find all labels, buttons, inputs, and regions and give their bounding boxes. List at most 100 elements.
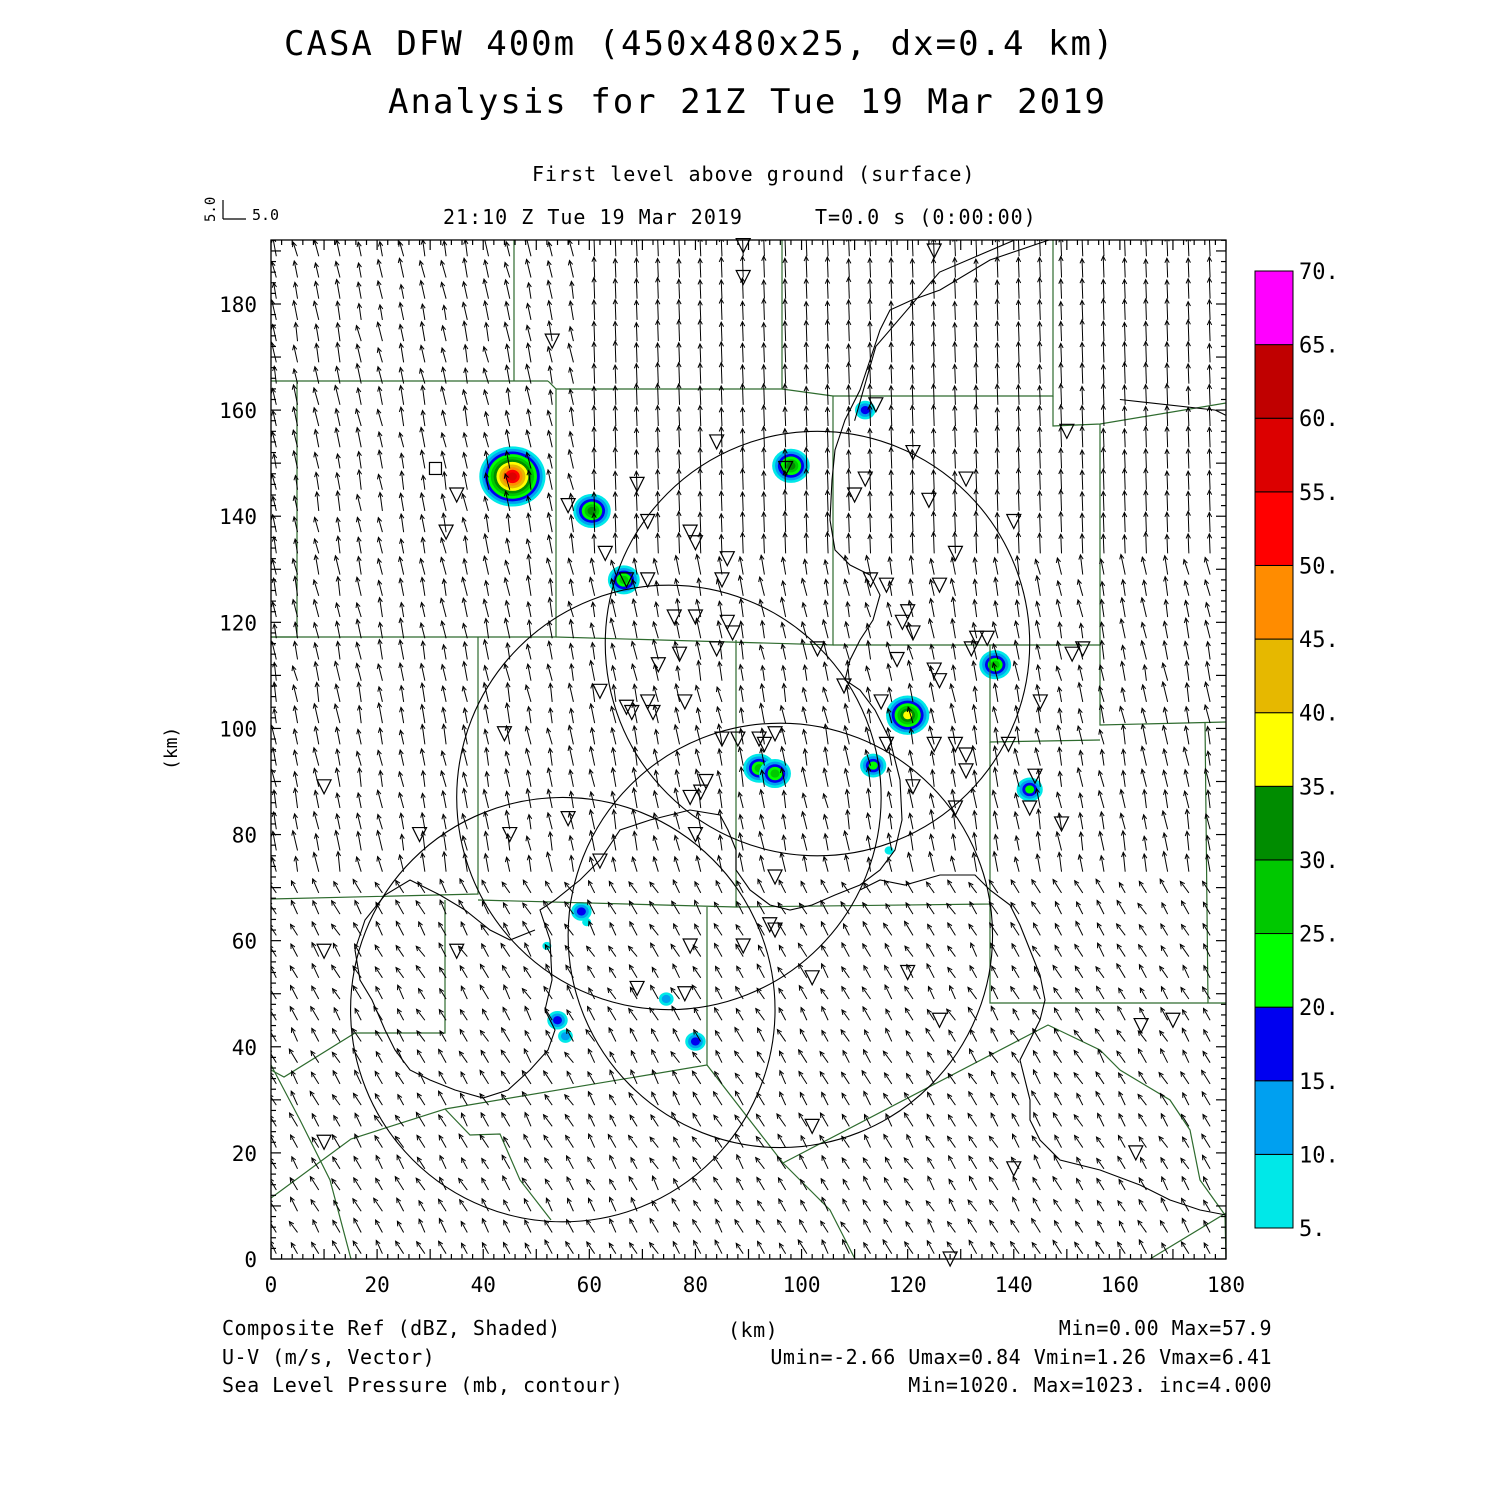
wind-vector-shaft (439, 1155, 447, 1170)
wind-vector-head (865, 665, 871, 672)
wind-vector (377, 449, 383, 469)
wind-vector-shaft (718, 601, 723, 618)
wind-vector-head (501, 881, 507, 888)
wind-vector (502, 1241, 511, 1254)
wind-vector (271, 1008, 277, 1021)
wind-vector-head (375, 901, 381, 908)
wind-vector-head (673, 810, 679, 818)
wind-vector (611, 833, 617, 851)
wind-vector-shaft (378, 386, 383, 405)
wind-vector-shaft (823, 768, 829, 787)
wind-vector-head (290, 1026, 296, 1033)
wind-vector-shaft (481, 1177, 489, 1191)
wind-vector (718, 384, 725, 405)
wind-vector-shaft (778, 945, 787, 957)
wind-vector (441, 706, 447, 724)
wind-vector-head (335, 490, 341, 497)
wind-vector (819, 1112, 829, 1127)
wind-vector (694, 880, 702, 894)
wind-vector-head (930, 300, 937, 307)
wind-vector (375, 1239, 383, 1254)
wind-vector-shaft (650, 985, 659, 1000)
wind-vector-shaft (564, 1114, 574, 1127)
wind-vector-head (672, 1069, 678, 1076)
wind-vector-head (374, 1134, 380, 1141)
wind-vector-head (846, 383, 852, 390)
wind-vector-shaft (293, 750, 299, 766)
wind-vector-shaft (315, 343, 320, 363)
wind-vector-shaft (316, 682, 320, 702)
wind-vector (482, 240, 490, 257)
wind-vector-head (737, 791, 743, 798)
wind-vector-head (481, 1008, 487, 1015)
wind-vector (863, 1090, 871, 1106)
wind-vector (334, 766, 341, 787)
wind-vector-shaft (739, 556, 744, 575)
wind-vector (290, 1241, 298, 1254)
wind-vector (290, 1026, 298, 1042)
wind-vector-shaft (438, 1218, 447, 1233)
wind-vector-head (717, 639, 723, 646)
wind-vector (651, 1175, 659, 1191)
wind-vector (543, 1156, 553, 1170)
wind-vector-head (395, 966, 401, 973)
wind-vector (904, 1240, 914, 1254)
wind-vector-head (399, 283, 405, 290)
wind-vector (524, 1242, 532, 1254)
wind-vector-shaft (802, 833, 808, 851)
wind-vector-shaft (357, 831, 362, 851)
wind-vector (356, 555, 362, 575)
wind-vector-head (930, 320, 937, 327)
wind-vector-shaft (336, 301, 341, 320)
wind-vector-head (863, 1241, 869, 1248)
wind-vector-head (800, 1006, 806, 1013)
wind-vector-shaft (757, 923, 765, 936)
wind-vector-shaft (439, 899, 447, 915)
wind-vector (717, 808, 723, 830)
wind-vector-shaft (505, 810, 511, 830)
wind-vector-shaft (805, 342, 808, 363)
wind-vector-shaft (841, 882, 850, 894)
wind-vector (376, 813, 383, 830)
wind-vector (461, 492, 468, 512)
wind-vector (439, 987, 447, 1000)
wind-vector (397, 257, 405, 278)
wind-vector (376, 557, 383, 575)
wind-vector (374, 1070, 383, 1085)
wind-vector (567, 448, 574, 469)
wind-vector-shaft (841, 942, 850, 957)
wind-vector (737, 791, 744, 809)
wind-vector-shaft (844, 768, 850, 787)
wind-vector-shaft (862, 1199, 871, 1212)
wind-vector-head (888, 512, 894, 519)
wind-vector-shaft (951, 618, 956, 639)
wind-vector-shaft (504, 577, 511, 596)
wind-vector-shaft (780, 705, 787, 724)
wind-vector-shaft (416, 1030, 426, 1042)
wind-vector-shaft (461, 1243, 468, 1254)
wind-vector (375, 901, 383, 915)
wind-vector (375, 1050, 383, 1063)
wind-vector-shaft (290, 985, 298, 1000)
wind-vector (394, 1175, 405, 1191)
wind-vector (415, 945, 426, 957)
wind-vector-head (909, 257, 916, 264)
wind-vector-head (930, 257, 937, 264)
wind-vector-head (587, 1070, 593, 1077)
wind-vector-shaft (314, 555, 320, 575)
wind-vector-head (908, 812, 914, 819)
wind-vector-shaft (505, 451, 511, 469)
wind-vector-shaft (759, 645, 765, 660)
wind-vector-head (718, 512, 725, 519)
wind-vector-head (333, 1006, 339, 1013)
wind-vector (547, 241, 553, 257)
wind-vector-head (503, 472, 509, 479)
wind-vector (676, 341, 682, 363)
wind-vector-shaft (483, 346, 490, 363)
wind-vector (782, 531, 788, 554)
wind-vector-shaft (441, 432, 447, 448)
wind-vector-head (842, 1178, 848, 1185)
wind-vector-shaft (354, 1113, 362, 1127)
wind-vector-head (823, 578, 829, 585)
wind-vector-shaft (399, 324, 405, 342)
